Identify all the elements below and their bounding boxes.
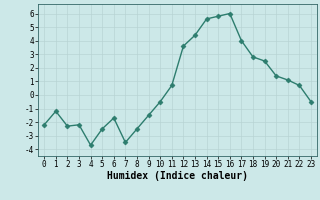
X-axis label: Humidex (Indice chaleur): Humidex (Indice chaleur) bbox=[107, 171, 248, 181]
